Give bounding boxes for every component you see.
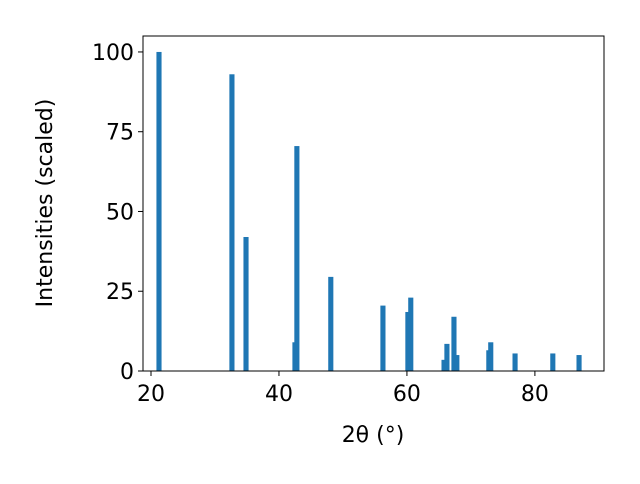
y-tick-label: 50 <box>106 200 134 225</box>
bar <box>408 297 414 371</box>
bar <box>380 305 386 371</box>
bar <box>488 342 494 371</box>
bar <box>441 359 447 371</box>
bar <box>243 237 249 371</box>
y-tick-label: 75 <box>106 121 134 146</box>
y-axis-label: Intensities (scaled) <box>33 99 58 308</box>
bar <box>512 353 518 371</box>
x-tick-label: 80 <box>521 382 549 407</box>
bar <box>444 343 450 371</box>
bar <box>451 316 457 371</box>
bar <box>294 146 300 371</box>
y-tick-label: 25 <box>106 280 134 305</box>
x-tick-label: 40 <box>265 382 293 407</box>
bar <box>328 276 334 371</box>
y-tick-label: 0 <box>120 360 134 385</box>
x-tick-label: 20 <box>137 382 165 407</box>
plot-frame <box>142 35 605 372</box>
bar <box>550 353 556 371</box>
x-axis-label: 2θ (°) <box>342 423 405 448</box>
y-tick-label: 100 <box>92 41 134 66</box>
bar <box>454 355 460 371</box>
bar <box>229 74 235 372</box>
bar <box>405 311 411 371</box>
bar <box>156 51 162 371</box>
bar <box>576 355 582 371</box>
x-tick-label: 60 <box>393 382 421 407</box>
